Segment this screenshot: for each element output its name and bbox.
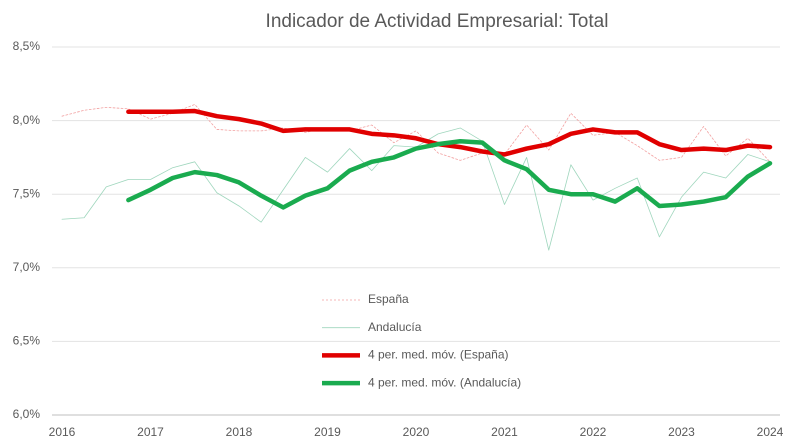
series-line — [126, 138, 773, 210]
y-tick-label: 7,5% — [13, 186, 41, 200]
x-tick-label: 2019 — [314, 425, 341, 439]
series-line — [126, 108, 773, 157]
x-tick-label: 2021 — [491, 425, 518, 439]
x-tick-label: 2017 — [137, 425, 164, 439]
x-tick-label: 2016 — [49, 425, 76, 439]
y-tick-label: 6,0% — [13, 407, 41, 421]
y-tick-label: 8,0% — [13, 113, 41, 127]
legend-label: 4 per. med. móv. (Andalucía) — [368, 375, 521, 389]
y-tick-label: 7,0% — [13, 260, 41, 274]
y-tick-label: 8,5% — [13, 39, 41, 53]
legend-label: España — [368, 292, 409, 306]
x-tick-label: 2018 — [226, 425, 253, 439]
y-tick-label: 6,5% — [13, 334, 41, 348]
x-tick-label: 2020 — [403, 425, 430, 439]
legend-label: 4 per. med. móv. (España) — [368, 348, 509, 362]
chart-title: Indicador de Actividad Empresarial: Tota… — [266, 11, 609, 32]
x-tick-label: 2024 — [757, 425, 784, 439]
series-line — [61, 104, 771, 163]
x-tick-label: 2023 — [668, 425, 695, 439]
legend-label: Andalucía — [368, 320, 422, 334]
x-tick-label: 2022 — [580, 425, 607, 439]
